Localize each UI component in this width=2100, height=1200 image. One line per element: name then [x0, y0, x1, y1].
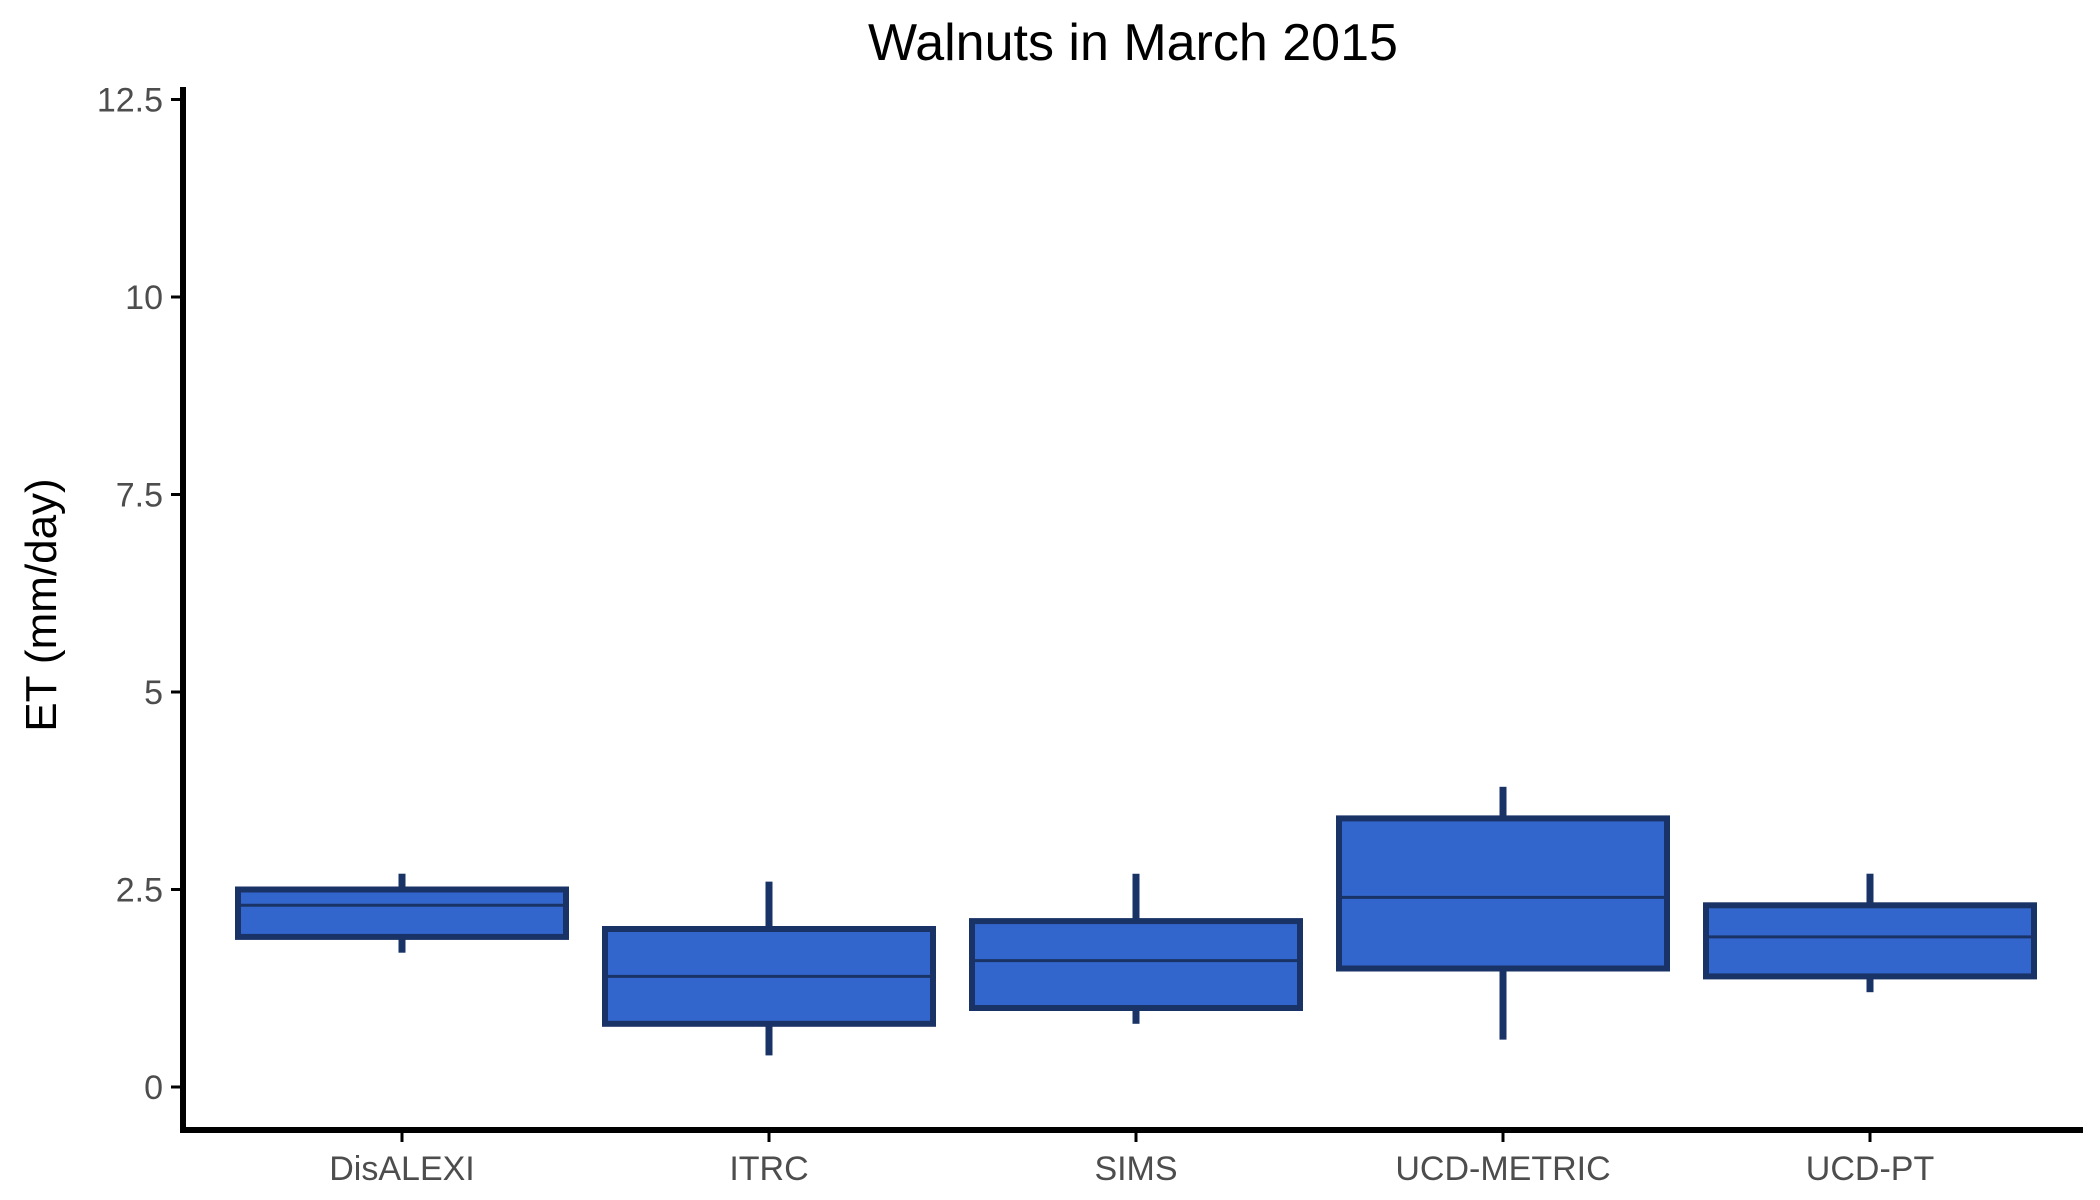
box-itrc — [602, 881, 936, 1056]
box-ucd-pt — [1703, 873, 2037, 993]
box-ucd-metric — [1336, 786, 1670, 1040]
y-tick-label: 10 — [125, 279, 163, 317]
y-tick-label: 12.5 — [97, 82, 163, 120]
plot-area: 0 2.5 5 7.5 10 12.5 DisALEXI ITRC SIMS UCD-METRIC… — [97, 82, 2083, 1188]
box-body — [1703, 902, 2037, 980]
box-disalexi — [235, 873, 569, 953]
x-tick-label: ITRC — [729, 1150, 808, 1188]
x-tick-label: SIMS — [1094, 1150, 1177, 1188]
chart-title: Walnuts in March 2015 — [868, 14, 1398, 72]
box-sims — [969, 873, 1303, 1024]
y-tick-label: 0 — [144, 1069, 163, 1107]
x-tick-label: DisALEXI — [329, 1150, 475, 1188]
box-body — [1336, 815, 1670, 972]
y-tick-label: 7.5 — [116, 477, 163, 515]
y-tick-label: 5 — [144, 674, 163, 712]
y-axis-label: ET (mm/day) — [17, 478, 66, 731]
y-tick-label: 2.5 — [116, 872, 163, 910]
box-body — [235, 886, 569, 940]
box-body — [969, 918, 1303, 1011]
x-tick-label: UCD-METRIC — [1395, 1150, 1610, 1188]
x-tick-label: UCD-PT — [1806, 1150, 1934, 1188]
